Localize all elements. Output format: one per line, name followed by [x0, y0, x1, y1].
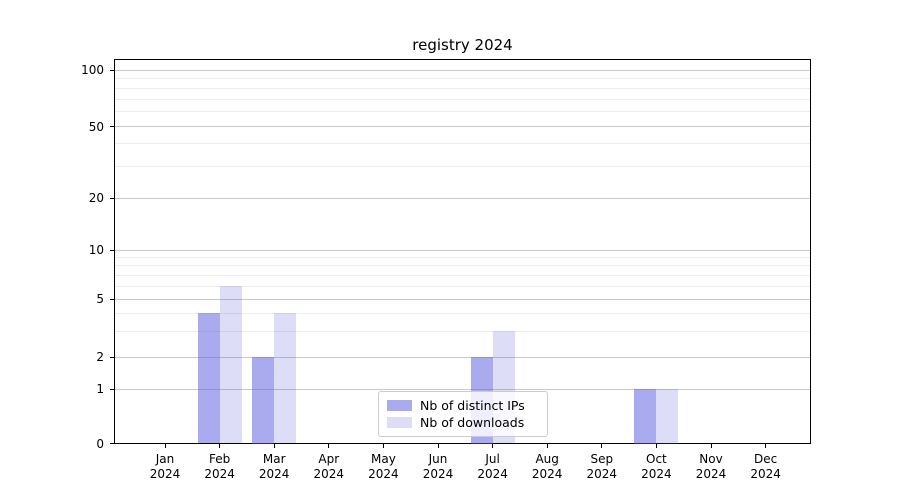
y-tick-mark [110, 69, 114, 71]
y-tick-label: 2 [96, 350, 104, 364]
y-tick-label: 1 [96, 382, 104, 396]
x-tick-year: 2024 [204, 467, 235, 481]
x-tick-year: 2024 [531, 467, 563, 481]
x-tick-mark [710, 444, 712, 448]
x-tick-month: Mar [262, 452, 286, 466]
y-gridline-minor [115, 78, 810, 80]
y-gridline-minor [115, 256, 810, 258]
x-tick-year: 2024 [477, 467, 508, 481]
x-tick-year: 2024 [586, 467, 618, 481]
plot-area [114, 59, 811, 444]
y-tick-mark [110, 126, 114, 127]
x-tick-month: Jul [485, 452, 500, 466]
x-tick-year: 2024 [313, 467, 345, 481]
x-tick-year: 2024 [422, 467, 454, 481]
legend-label: Nb of downloads [420, 414, 525, 430]
x-tick-year: 2024 [750, 467, 781, 481]
x-tick-label: May 2024 [355, 452, 411, 482]
y-tick-label: 0 [96, 436, 104, 451]
y-gridline-minor [115, 274, 810, 276]
y-gridline-minor [115, 330, 810, 332]
x-tick-mark [164, 444, 166, 448]
x-tick-month: May [370, 452, 396, 466]
x-tick-mark [382, 444, 384, 448]
x-tick-mark [546, 444, 548, 448]
x-tick-year: 2024 [368, 467, 399, 481]
y-tick-mark [110, 443, 114, 444]
y-gridline-minor [115, 98, 810, 100]
x-tick-year: 2024 [641, 467, 672, 481]
y-gridline-minor [115, 165, 810, 167]
x-tick-label: Sep 2024 [574, 452, 630, 482]
y-tick-mark [110, 197, 114, 199]
bar-distinct-ips-oct [634, 389, 657, 444]
y-tick-label: 50 [88, 119, 104, 134]
x-tick-month: Jun [428, 452, 448, 466]
x-tick-month: Aug [535, 452, 559, 466]
x-tick-label: Dec 2024 [738, 452, 794, 482]
chart-title: registry 2024 [412, 36, 513, 54]
x-tick-year: 2024 [258, 467, 290, 481]
x-tick-month: Nov [699, 452, 723, 466]
y-tick-label: 100 [81, 63, 104, 77]
x-tick-label: Nov 2024 [683, 452, 739, 482]
bar-downloads-feb [219, 286, 242, 444]
x-tick-year: 2024 [695, 467, 727, 481]
y-gridline-minor [115, 285, 810, 287]
x-tick-label: Aug 2024 [519, 452, 575, 482]
y-tick-label: 5 [96, 292, 104, 306]
legend-swatch-distinct-ips [387, 400, 412, 411]
y-gridline-minor [115, 111, 810, 113]
x-tick-month: Apr [318, 452, 340, 466]
x-tick-mark [601, 444, 603, 448]
x-tick-label: Feb 2024 [192, 452, 248, 482]
x-tick-year: 2024 [149, 467, 181, 481]
y-tick-mark [110, 298, 114, 300]
legend: Nb of distinct IPs Nb of downloads [378, 391, 548, 437]
x-tick-mark [273, 444, 275, 448]
bar-downloads-mar [274, 313, 297, 444]
y-gridline-minor [115, 265, 810, 267]
y-gridline-minor [115, 143, 810, 145]
y-gridline-major [115, 298, 810, 300]
x-tick-month: Dec [753, 452, 778, 466]
y-tick-label: 10 [88, 243, 104, 257]
y-gridline-major [115, 356, 810, 358]
x-tick-month: Feb [208, 452, 231, 466]
bar-downloads-oct [656, 389, 679, 444]
legend-label: Nb of distinct IPs [420, 397, 525, 413]
x-tick-mark [765, 444, 767, 448]
x-tick-month: Sep [590, 452, 614, 466]
legend-row: Nb of distinct IPs [387, 397, 539, 414]
y-gridline-major [115, 249, 810, 251]
y-gridline-minor [115, 312, 810, 314]
y-tick-label: 20 [88, 191, 104, 205]
x-tick-month: Jan [155, 452, 175, 466]
x-tick-mark [437, 444, 439, 448]
x-tick-label: Apr 2024 [301, 452, 357, 482]
y-gridline-major [115, 69, 810, 71]
y-gridline-major [115, 126, 810, 127]
x-tick-label: Jul 2024 [465, 452, 521, 482]
x-tick-month: Oct [646, 452, 667, 466]
x-tick-mark [655, 444, 657, 448]
bar-distinct-ips-mar [252, 357, 275, 444]
bar-distinct-ips-feb [197, 313, 220, 444]
x-tick-label: Mar 2024 [246, 452, 302, 482]
y-tick-mark [110, 249, 114, 251]
x-tick-label: Jun 2024 [410, 452, 466, 482]
x-tick-mark [492, 444, 494, 448]
x-tick-mark [328, 444, 330, 448]
y-tick-mark [110, 388, 114, 390]
y-tick-mark [110, 356, 114, 358]
x-tick-mark [219, 444, 221, 448]
x-tick-label: Jan 2024 [137, 452, 193, 482]
legend-row: Nb of downloads [387, 414, 539, 431]
x-tick-label: Oct 2024 [628, 452, 684, 482]
legend-swatch-downloads [387, 417, 412, 428]
y-gridline-minor [115, 87, 810, 89]
y-gridline-major [115, 388, 810, 390]
y-gridline-major [115, 197, 810, 199]
